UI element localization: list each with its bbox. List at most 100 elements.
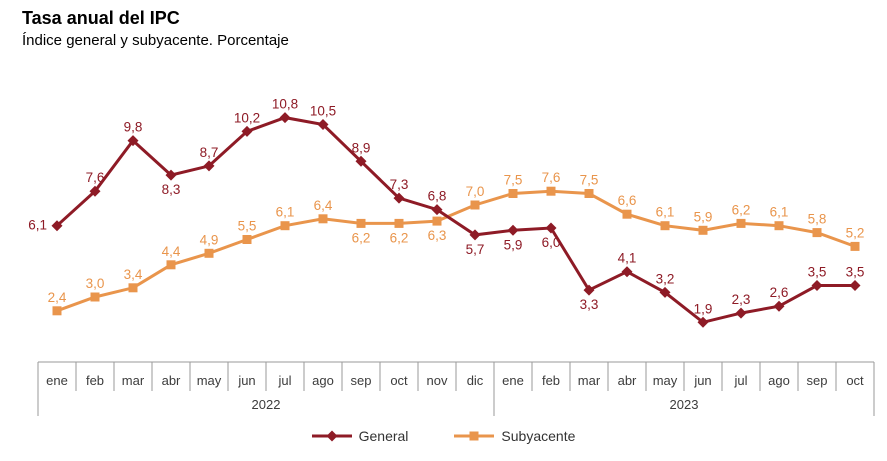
data-point-marker-subyacente bbox=[242, 235, 252, 244]
data-point-label-subyacente: 4,4 bbox=[162, 244, 181, 259]
data-point-marker-subyacente bbox=[660, 221, 670, 231]
data-point-label-general: 10,8 bbox=[272, 97, 298, 112]
data-point-label-subyacente: 6,1 bbox=[276, 205, 295, 220]
month-tick-label: abr bbox=[162, 373, 181, 388]
month-tick-label: feb bbox=[86, 373, 104, 388]
month-tick-label: jun bbox=[693, 373, 711, 388]
data-point-marker-general bbox=[51, 220, 63, 232]
data-point-label-general: 9,8 bbox=[124, 120, 143, 135]
data-point-label-subyacente: 5,8 bbox=[808, 212, 827, 227]
data-point-marker-subyacente bbox=[508, 189, 518, 198]
data-point-marker-subyacente bbox=[470, 200, 480, 210]
data-point-label-general: 6,8 bbox=[428, 189, 447, 204]
data-point-label-subyacente: 6,1 bbox=[656, 205, 675, 220]
month-tick-label: feb bbox=[542, 373, 560, 388]
data-point-marker-subyacente bbox=[850, 241, 860, 251]
data-point-marker-general bbox=[203, 160, 215, 172]
data-point-label-general: 8,3 bbox=[162, 182, 181, 197]
month-tick-label: jul bbox=[277, 373, 291, 388]
data-point-marker-subyacente bbox=[318, 214, 328, 224]
data-point-label-general: 7,3 bbox=[390, 177, 409, 192]
month-tick-label: may bbox=[653, 373, 678, 388]
data-point-marker-subyacente bbox=[774, 221, 784, 231]
data-point-marker-subyacente bbox=[128, 283, 138, 293]
month-tick-label: mar bbox=[578, 373, 601, 388]
data-point-marker-subyacente bbox=[546, 186, 556, 196]
data-point-marker-general bbox=[89, 185, 101, 197]
data-point-marker-subyacente bbox=[394, 218, 404, 228]
data-point-label-general: 8,9 bbox=[352, 140, 371, 155]
month-tick-label: mar bbox=[122, 373, 145, 388]
data-point-label-subyacente: 5,2 bbox=[846, 225, 865, 240]
chart-subtitle: Índice general y subyacente. Porcentaje bbox=[22, 32, 289, 49]
data-point-marker-subyacente bbox=[90, 292, 100, 302]
data-point-label-subyacente: 6,2 bbox=[390, 230, 409, 245]
data-point-marker-subyacente bbox=[469, 431, 479, 441]
data-point-label-subyacente: 6,2 bbox=[352, 230, 371, 245]
data-point-marker-general bbox=[127, 135, 139, 147]
data-point-marker-general bbox=[735, 307, 747, 319]
data-point-label-subyacente: 6,2 bbox=[732, 202, 751, 217]
data-point-label-subyacente: 6,6 bbox=[618, 193, 637, 208]
data-point-label-general: 3,2 bbox=[656, 271, 675, 286]
data-point-label-general: 6,0 bbox=[542, 235, 561, 250]
month-tick-label: abr bbox=[618, 373, 637, 388]
data-point-marker-general bbox=[621, 266, 633, 278]
chart-header: Tasa anual del IPC Índice general y suby… bbox=[22, 6, 289, 52]
data-point-label-subyacente: 2,4 bbox=[48, 290, 67, 305]
data-point-label-general: 2,6 bbox=[770, 285, 789, 300]
month-tick-label: may bbox=[197, 373, 222, 388]
data-point-marker-subyacente bbox=[812, 228, 822, 238]
data-point-marker-general bbox=[849, 280, 861, 291]
data-point-label-subyacente: 5,5 bbox=[238, 219, 257, 234]
data-point-marker-general bbox=[507, 224, 519, 236]
legend-item-general: General bbox=[311, 428, 408, 444]
month-tick-label: dic bbox=[467, 373, 484, 388]
data-point-marker-general bbox=[165, 169, 177, 181]
month-tick-label: sep bbox=[351, 373, 372, 388]
data-point-marker-general bbox=[393, 192, 405, 204]
data-point-marker-general bbox=[773, 300, 785, 312]
chart-legend: General Subyacente bbox=[0, 428, 887, 444]
year-tick-label: 2022 bbox=[252, 397, 281, 412]
data-point-label-general: 3,5 bbox=[846, 265, 865, 280]
data-point-marker-subyacente bbox=[698, 225, 708, 235]
series-general: 6,1 7,6 9,8 8,3 8,7 10,2 10,8 10,5 8,9 7,3 6,8 5,7 5… bbox=[28, 97, 864, 328]
data-point-marker-general bbox=[279, 112, 291, 124]
data-point-marker-subyacente bbox=[736, 218, 746, 228]
data-point-label-subyacente: 6,4 bbox=[314, 198, 333, 213]
data-point-label-subyacente: 6,1 bbox=[770, 205, 789, 220]
month-tick-label: nov bbox=[427, 373, 448, 388]
data-point-label-general: 7,6 bbox=[86, 170, 105, 185]
data-point-label-general: 6,1 bbox=[28, 218, 47, 233]
month-tick-label: sep bbox=[807, 373, 828, 388]
month-tick-label: ene bbox=[46, 373, 68, 388]
data-point-marker-subyacente bbox=[204, 248, 214, 258]
data-point-marker-general bbox=[469, 229, 481, 241]
data-point-marker-subyacente bbox=[356, 218, 366, 228]
data-point-label-subyacente: 5,9 bbox=[694, 209, 713, 224]
month-tick-label: ago bbox=[312, 373, 334, 388]
data-point-marker-general bbox=[241, 125, 253, 137]
data-point-label-general: 4,1 bbox=[618, 251, 637, 266]
data-point-label-subyacente: 3,4 bbox=[124, 267, 143, 282]
data-point-marker-subyacente bbox=[584, 189, 594, 198]
data-point-marker-general bbox=[811, 280, 823, 291]
data-point-label-general: 3,3 bbox=[580, 297, 599, 312]
data-point-label-subyacente: 7,5 bbox=[504, 173, 523, 188]
data-point-marker-general bbox=[659, 286, 671, 298]
subyacente-legend-swatch bbox=[454, 431, 495, 441]
month-tick-label: ene bbox=[502, 373, 524, 388]
data-point-marker-subyacente bbox=[280, 221, 290, 231]
data-point-label-general: 8,7 bbox=[200, 145, 219, 160]
general-line-swatch-icon bbox=[311, 429, 352, 443]
data-point-label-general: 3,5 bbox=[808, 265, 827, 280]
month-tick-label: jun bbox=[237, 373, 255, 388]
data-point-marker-general bbox=[431, 204, 443, 216]
data-point-marker-subyacente bbox=[52, 306, 62, 316]
data-point-marker-subyacente bbox=[432, 216, 442, 226]
data-point-marker-subyacente bbox=[166, 260, 176, 270]
data-point-label-general: 10,5 bbox=[310, 104, 336, 119]
data-point-label-subyacente: 7,0 bbox=[466, 184, 485, 199]
